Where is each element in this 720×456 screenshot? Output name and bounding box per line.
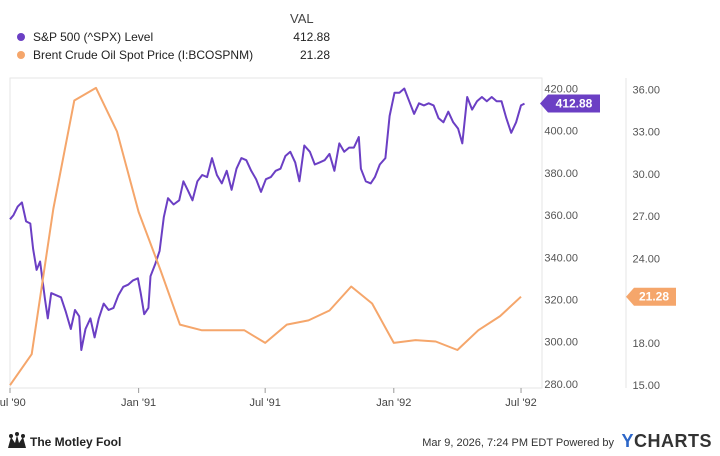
x-tick-label: Jan '92 (376, 397, 411, 409)
y-left-tick-label: 320.00 (544, 294, 578, 306)
x-tick-label: Jul '91 (249, 397, 280, 409)
brand-name: The Motley Fool (30, 435, 122, 449)
plot-frame (9, 77, 543, 389)
y-right-tick-label: 27.00 (632, 211, 660, 223)
x-tick-label: Jan '91 (121, 397, 156, 409)
legend-value-sp500: 412.88 (293, 30, 330, 44)
legend-dot-brent (17, 51, 25, 59)
jester-cap-icon (8, 432, 26, 448)
legend-item-sp500[interactable]: S&P 500 (^SPX) Level 412.88 (0, 28, 330, 46)
legend-item-brent[interactable]: Brent Crude Oil Spot Price (I:BCOSPNM) 2… (0, 46, 330, 64)
y-right-tick-label: 18.00 (632, 338, 660, 350)
y-left-tick-label: 300.00 (544, 337, 578, 349)
y-left-tick-label: 340.00 (544, 252, 578, 264)
y-right-tick-label: 36.00 (632, 84, 660, 96)
legend-value-header: VAL (290, 11, 314, 26)
ycharts-wordmark: CHARTS (634, 431, 712, 451)
timestamp: Mar 9, 2026, 7:24 PM EDT Powered by (422, 437, 614, 449)
line-chart: Jul '90 Jan '91 Jul '91 Jan '92 Jul '92 420.0… (0, 77, 676, 409)
chart-legend: VAL S&P 500 (^SPX) Level 412.88 Brent Cr… (0, 0, 720, 72)
last-value-label-sp500: 412.88 (556, 97, 593, 111)
last-value-label-brent: 21.28 (639, 290, 669, 304)
x-tick-label: Jul '90 (0, 397, 26, 409)
legend-label-sp500: S&P 500 (^SPX) Level (33, 30, 154, 44)
last-value-tag-brent (626, 287, 676, 306)
series-line-sp500 (9, 87, 525, 351)
y-right-tick-label: 30.00 (632, 169, 660, 181)
y-right-tick-label: 15.00 (632, 380, 660, 392)
legend-label-brent: Brent Crude Oil Spot Price (I:BCOSPNM) (33, 48, 254, 62)
y-right-tick-label: 33.00 (632, 127, 660, 139)
y-left-tick-label: 420.00 (544, 84, 578, 96)
x-tick-label: Jul '92 (505, 397, 536, 409)
ycharts-logo[interactable]: YCHARTS (621, 431, 712, 452)
ycharts-mark: Y (621, 431, 634, 451)
y-left-tick-label: 380.00 (544, 168, 578, 180)
motley-fool-logo: The Motley Fool (6, 431, 156, 453)
y-left-tick-label: 360.00 (544, 210, 578, 222)
y-left-tick-label: 280.00 (544, 379, 578, 391)
legend-value-brent: 21.28 (299, 48, 330, 62)
y-right-tick-label: 24.00 (632, 253, 660, 265)
last-value-tag-sp500 (540, 94, 600, 113)
footer: The Motley Fool Mar 9, 2026, 7:24 PM EDT… (0, 424, 720, 456)
legend-dot-sp500 (17, 33, 25, 41)
series-line-brent (9, 86, 522, 386)
y-left-tick-label: 400.00 (544, 126, 578, 138)
chart-area: Jul '90 Jan '91 Jul '91 Jan '92 Jul '92 420.0… (0, 72, 720, 424)
